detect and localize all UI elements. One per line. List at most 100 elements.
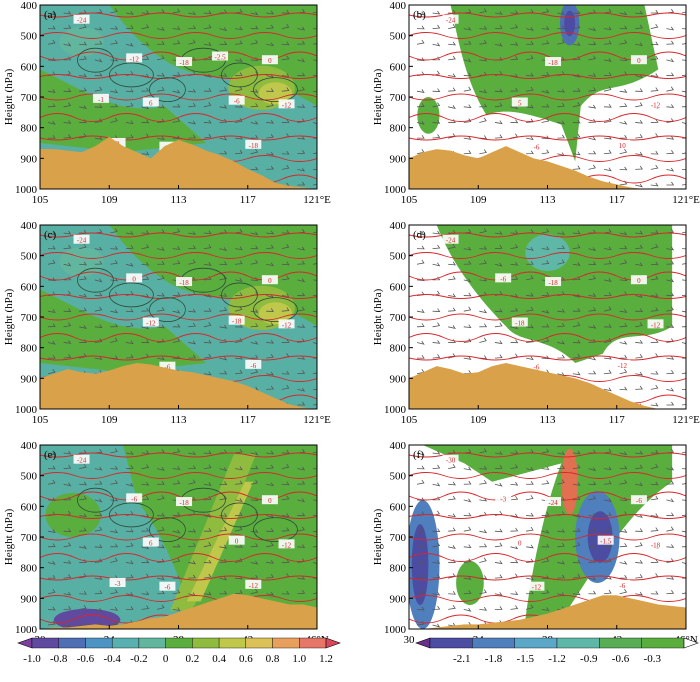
- wind-barb: [416, 120, 425, 125]
- wind-barb: [619, 134, 628, 139]
- y-tick-label: 600: [390, 281, 407, 293]
- wind-barb: [635, 119, 644, 124]
- wind-barb: [188, 354, 197, 359]
- wind-barb: [125, 560, 134, 565]
- colorbar-tick-label: -0.2: [130, 653, 147, 665]
- wind-barb: [219, 544, 228, 549]
- wind-barb: [604, 466, 612, 471]
- wind-barb: [666, 278, 675, 283]
- wind-barb: [110, 245, 119, 250]
- wind-barb: [588, 261, 597, 265]
- wind-barb: [604, 149, 612, 155]
- panel-e: -24 -18 -12 -6 0 6 -12 -6 0 -3 (e) 400 500 600 700 800 9…: [3, 440, 329, 646]
- wind-barb: [203, 527, 212, 532]
- wind-barb: [510, 545, 519, 550]
- contour-label: -6: [164, 364, 170, 372]
- wind-barb: [266, 151, 274, 156]
- contour-label: -18: [179, 499, 189, 507]
- wind-barb: [448, 325, 456, 330]
- wind-barb: [63, 605, 72, 610]
- wind-barb: [650, 339, 659, 343]
- wind-barb: [432, 574, 441, 579]
- wind-barb: [432, 542, 441, 548]
- wind-barb: [188, 340, 197, 345]
- wind-barb: [681, 90, 686, 93]
- wind-barb: [681, 357, 686, 359]
- panel-b-plot-area: -24 -18 -12 -6 0 5 10: [409, 5, 686, 189]
- temperature-contour: [40, 472, 317, 479]
- y-axis-title: Height (hPa): [372, 288, 384, 345]
- contour-label-box: [545, 497, 562, 507]
- y-tick-label: 400: [21, 220, 38, 232]
- wind-barb: [125, 606, 134, 610]
- x-tick-label: 121°E: [672, 194, 700, 206]
- wind-barb: [510, 105, 519, 110]
- wind-barb: [572, 591, 581, 596]
- wind-barb: [141, 24, 150, 30]
- wind-barb: [297, 260, 306, 265]
- colorbar-tick-label: -1.5: [517, 653, 535, 665]
- contour-label: -12: [618, 362, 628, 370]
- wind-barb: [541, 40, 550, 45]
- shade-positive-region: [40, 289, 207, 373]
- wind-barb: [235, 369, 243, 375]
- wind-barb: [188, 451, 197, 456]
- wind-barb: [203, 559, 212, 564]
- wind-barb: [234, 448, 243, 454]
- wind-barb: [479, 89, 488, 94]
- temperature-contour: [409, 533, 686, 541]
- wind-barb: [235, 512, 243, 516]
- contour-label-box: [647, 99, 664, 109]
- wind-barb: [619, 25, 628, 30]
- wind-barb: [234, 86, 243, 92]
- wind-barb: [63, 450, 72, 455]
- wind-barb: [297, 167, 306, 172]
- wind-barb: [235, 103, 243, 108]
- wind-barb: [312, 577, 317, 579]
- y-tick-label: 500: [21, 31, 38, 43]
- y-axis: 400 500 600 700 800 900 1000: [384, 0, 413, 196]
- wind-barb: [479, 448, 487, 454]
- wind-barb: [94, 72, 103, 77]
- wind-barb: [47, 479, 56, 485]
- temperature-contour: [409, 313, 686, 321]
- wind-barb: [203, 133, 212, 139]
- wind-barb: [666, 104, 675, 108]
- wind-barb: [494, 290, 503, 296]
- wind-barb: [94, 356, 103, 360]
- wind-barb: [281, 481, 290, 486]
- wind-barb: [432, 10, 441, 15]
- y-tick-label: 400: [390, 220, 407, 232]
- wind-barb: [172, 323, 181, 328]
- wind-barb: [479, 8, 487, 14]
- wind-barb: [172, 89, 181, 94]
- y-tick-label: 700: [390, 532, 407, 544]
- y-axis-title: Height (hPa): [3, 508, 15, 565]
- contour-label-box: [142, 537, 159, 547]
- panel-a: -24-18-12-606-18-12-60-2.5-1(a)400500600…: [3, 0, 331, 206]
- wind-barb: [635, 10, 643, 15]
- wind-barb: [666, 526, 674, 532]
- wind-barb: [188, 120, 197, 125]
- wind-barb: [141, 339, 150, 344]
- wind-barb: [650, 449, 659, 454]
- wind-barb: [526, 526, 534, 532]
- wind-barb: [557, 39, 565, 45]
- x-axis: 105 109 113 117 121°E: [32, 405, 331, 426]
- wind-barb: [47, 57, 56, 62]
- wind-barb: [281, 41, 290, 46]
- wind-barb: [448, 307, 456, 312]
- wind-barb: [157, 86, 165, 92]
- wind-barb: [219, 150, 228, 155]
- contour-label-box: [261, 495, 278, 505]
- wind-barb: [463, 356, 472, 360]
- wind-barb: [416, 465, 425, 470]
- wind-barb: [203, 42, 212, 46]
- wind-barb: [141, 605, 150, 610]
- wind-barb: [650, 164, 659, 170]
- wind-barb: [681, 59, 686, 61]
- y-tick-label: 500: [21, 471, 38, 483]
- wind-barb: [94, 40, 103, 45]
- wind-barb: [557, 25, 566, 30]
- wind-barb: [557, 134, 566, 139]
